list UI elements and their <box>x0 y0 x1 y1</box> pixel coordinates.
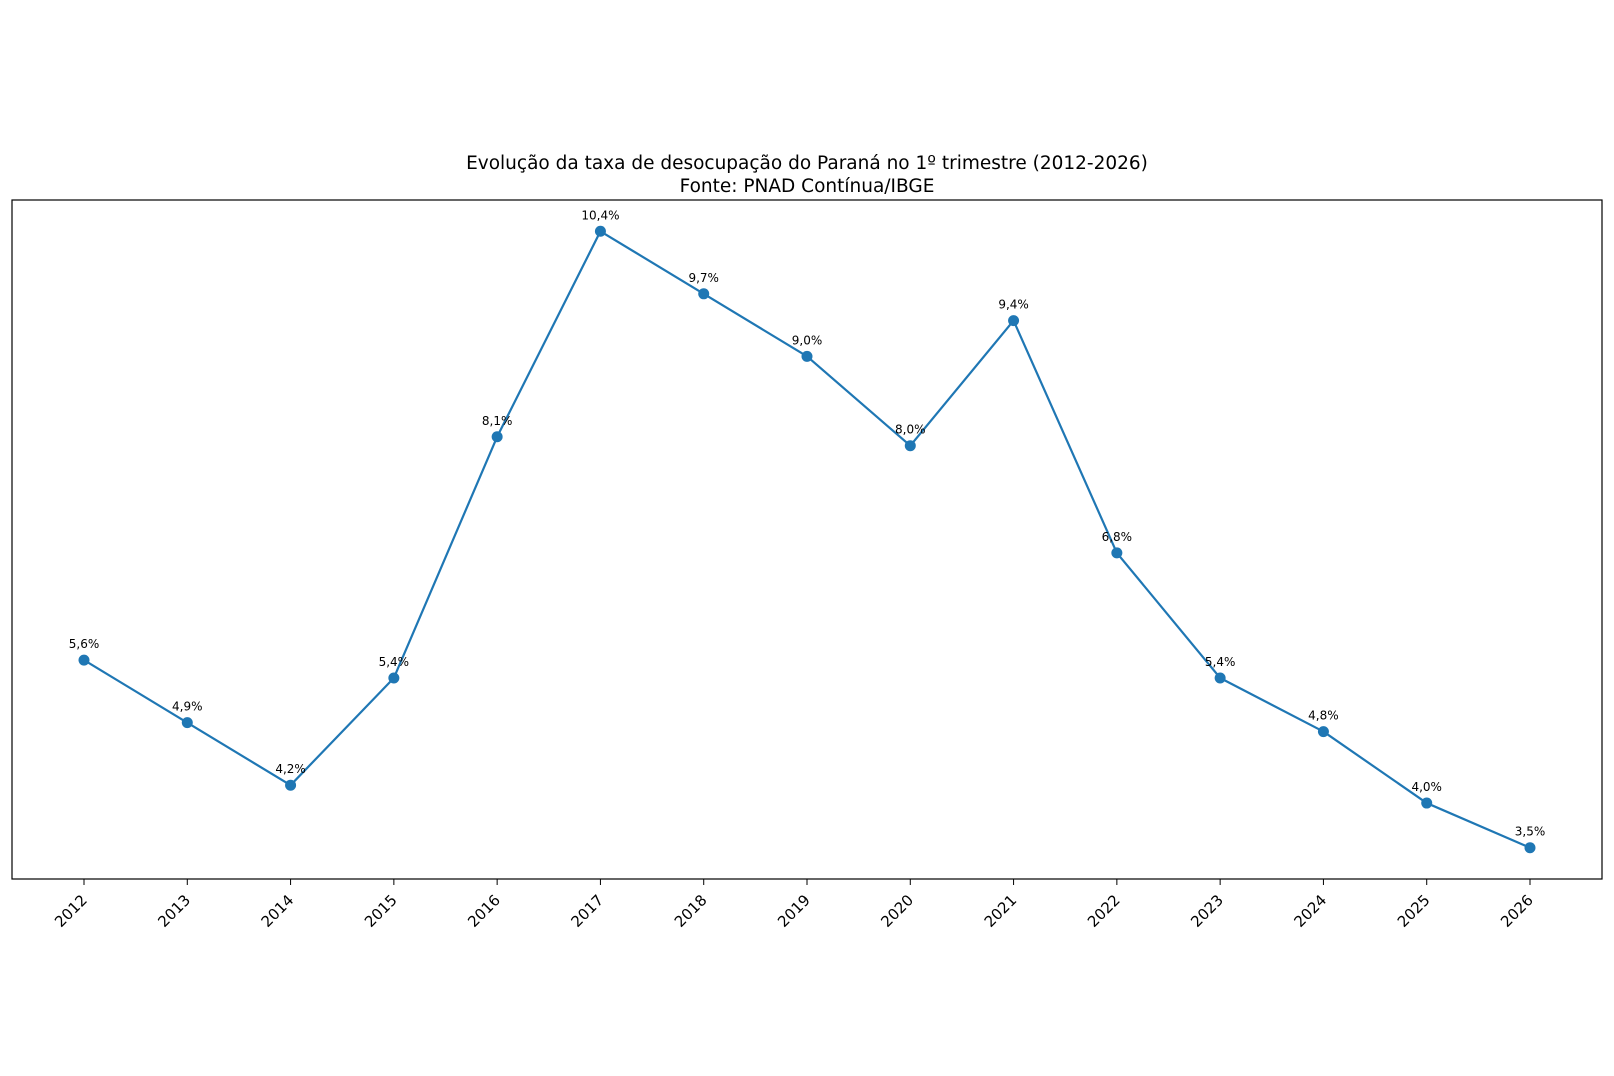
data-label: 8,1% <box>482 414 513 428</box>
data-label: 3,5% <box>1515 825 1546 839</box>
data-label: 4,8% <box>1308 709 1339 723</box>
data-point <box>1214 672 1226 684</box>
data-label: 4,2% <box>275 762 306 776</box>
x-tick-label: 2014 <box>258 891 298 931</box>
x-tick-label: 2019 <box>774 891 814 931</box>
data-point <box>801 350 813 362</box>
x-axis: 2012 2013 2014 2015 2016 2017 2018 2019 2020 2021… <box>51 879 1537 931</box>
data-label: 9,4% <box>998 298 1029 312</box>
data-label: 9,7% <box>688 271 719 285</box>
data-label: 4,9% <box>172 700 203 714</box>
x-tick-label: 2023 <box>1187 891 1227 931</box>
x-tick-label: 2024 <box>1291 891 1331 931</box>
data-point <box>698 288 710 300</box>
data-point <box>1524 842 1536 854</box>
x-tick-label: 2017 <box>568 891 608 931</box>
data-point <box>285 779 297 791</box>
plot-area-frame <box>11 199 1603 880</box>
data-point <box>1421 797 1433 809</box>
data-point <box>904 440 916 452</box>
data-label: 6,8% <box>1102 530 1133 544</box>
data-point <box>1317 726 1329 738</box>
x-tick-label: 2018 <box>671 891 711 931</box>
chart-title: Evolução da taxa de desocupação do Paran… <box>466 153 1148 174</box>
data-label: 5,4% <box>1205 655 1236 669</box>
data-label: 5,4% <box>379 655 410 669</box>
data-label: 4,0% <box>1411 780 1442 794</box>
x-tick-label: 2013 <box>154 891 194 931</box>
x-tick-label: 2016 <box>464 891 504 931</box>
data-label: 8,0% <box>895 423 926 437</box>
data-point <box>388 672 400 684</box>
series-line <box>83 230 1531 849</box>
data-point <box>594 225 606 237</box>
data-point <box>1008 315 1020 327</box>
chart-subtitle: Fonte: PNAD Contínua/IBGE <box>680 176 935 197</box>
series-layer: 5,6% 4,9% 4,2% 5,4% 8,1% 10,4% 9,7% 9,0% 8,0% 9,4… <box>69 208 1546 854</box>
x-tick-label: 2012 <box>51 891 91 931</box>
data-point <box>78 654 90 666</box>
x-tick-label: 2015 <box>361 891 401 931</box>
data-point <box>491 431 503 443</box>
data-point <box>181 717 193 729</box>
data-point <box>1111 547 1123 559</box>
x-tick-label: 2026 <box>1497 891 1537 931</box>
x-tick-label: 2021 <box>981 891 1021 931</box>
data-label: 9,0% <box>792 333 823 347</box>
x-tick-label: 2022 <box>1084 891 1124 931</box>
data-label: 10,4% <box>581 208 619 222</box>
x-tick-label: 2020 <box>877 891 917 931</box>
x-tick-label: 2025 <box>1394 891 1434 931</box>
data-label: 5,6% <box>69 637 100 651</box>
